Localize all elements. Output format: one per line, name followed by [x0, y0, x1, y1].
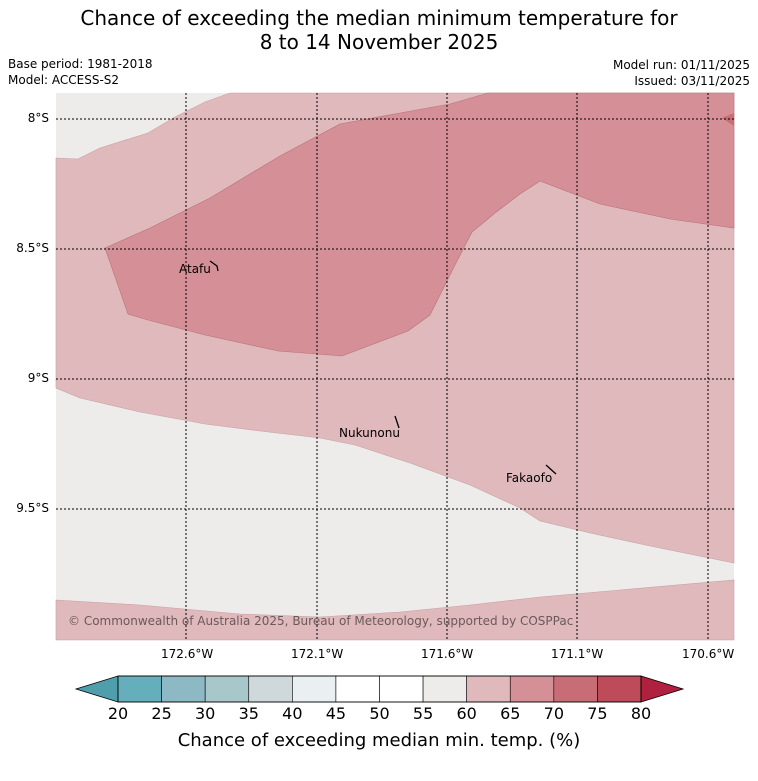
colorbar-tick-label: 50	[369, 704, 390, 723]
island-nukunonu	[394, 415, 400, 429]
colorbar-outline	[117, 675, 642, 703]
colorbar-tick-label: 40	[282, 704, 303, 723]
issued-date: Issued: 03/11/2025	[634, 74, 750, 88]
colorbar-tick-label: 35	[238, 704, 259, 723]
colorbar-cell	[466, 675, 511, 703]
chart-title: Chance of exceeding the median minimum t…	[0, 6, 758, 54]
title-line-2: 8 to 14 November 2025	[259, 30, 499, 54]
meta-right: Model run: 01/11/2025 Issued: 03/11/2025	[613, 57, 750, 89]
colorbar-high-arrow	[640, 675, 685, 703]
lon-label-170-6: 170.6°W	[682, 647, 735, 661]
colorbar-tick-label: 75	[587, 704, 608, 723]
colorbar-cell	[335, 675, 380, 703]
colorbar	[74, 675, 685, 703]
colorbar-label: Chance of exceeding median min. temp. (%…	[177, 730, 581, 751]
colorbar-tick-label: 30	[194, 704, 216, 723]
place-label-nukunonu: Nukunonu	[339, 426, 400, 440]
colorbar-cell	[204, 675, 250, 703]
gridlines	[56, 93, 734, 640]
meta-left: Base period: 1981-2018 Model: ACCESS-S2	[8, 56, 153, 88]
colorbar-tick-label: 65	[500, 704, 521, 723]
region-60-65-south	[55, 579, 735, 641]
lat-label-8: 8°S	[27, 111, 49, 125]
lat-label-9: 9°S	[27, 371, 49, 385]
colorbar-cell	[292, 675, 337, 703]
colorbar-tick-label: 45	[325, 704, 347, 723]
copyright-notice: © Commonwealth of Australia 2025, Bureau…	[68, 614, 574, 628]
base-period: Base period: 1981-2018	[8, 57, 153, 71]
title-line-1: Chance of exceeding the median minimum t…	[80, 6, 678, 30]
place-label-fakaofo: Fakaofo	[506, 471, 553, 485]
colorbar-cell	[597, 675, 642, 703]
colorbar-cell	[422, 675, 467, 703]
colorbar-cell	[553, 675, 598, 703]
colorbar-cell	[161, 675, 206, 703]
lon-label-172-1: 172.1°W	[291, 647, 344, 661]
lon-label-172-6: 172.6°W	[161, 647, 214, 661]
lon-label-171-1: 171.1°W	[551, 647, 604, 661]
colorbar-tick-label: 25	[151, 704, 172, 723]
colorbar-tick-label: 70	[543, 704, 564, 723]
lat-label-9-5: 9.5°S	[16, 501, 49, 515]
lon-label-171-6: 171.6°W	[421, 647, 474, 661]
island-atafu	[209, 260, 219, 272]
colorbar-cell	[248, 675, 293, 703]
colorbar-cell	[117, 675, 162, 703]
colorbar-tick-label: 55	[412, 704, 434, 723]
colorbar-tick-label: 80	[630, 704, 652, 723]
place-label-atafu: Atafu	[179, 262, 211, 276]
model-name: Model: ACCESS-S2	[8, 73, 120, 87]
colorbar-cell	[509, 675, 555, 703]
model-run: Model run: 01/11/2025	[612, 58, 750, 72]
island-fakaofo	[545, 464, 557, 475]
colorbar-tick-label: 60	[456, 704, 477, 723]
colorbar-low-arrow	[74, 675, 119, 703]
lat-label-8-5: 8.5°S	[16, 241, 49, 255]
colorbar-cell	[379, 675, 424, 703]
colorbar-tick-label: 20	[107, 704, 129, 723]
